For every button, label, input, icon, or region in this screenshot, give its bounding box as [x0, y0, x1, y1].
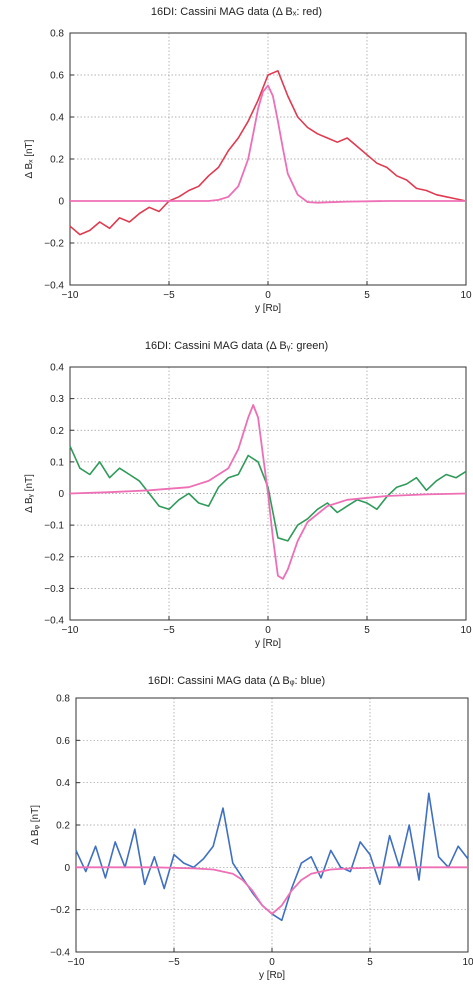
y-tick-label: 0.2	[56, 821, 70, 832]
x-tick-label: −5	[163, 625, 175, 636]
y-tick-label: 0.2	[50, 426, 64, 437]
y-tick-label: 0.4	[50, 113, 64, 124]
x-tick-label: −10	[62, 625, 79, 636]
chart-bx: 16DI: Cassini MAG data (Δ Bₓ: red) −10 −5…	[0, 0, 473, 320]
model-series-line	[69, 404, 467, 580]
y-tick-label: 0	[58, 197, 64, 208]
y-tick-label: −0.2	[50, 905, 70, 916]
x-tick-label: −10	[62, 290, 79, 301]
chart-by: 16DI: Cassini MAG data (Δ Bᵧ: green) −10…	[0, 330, 473, 660]
x-tick-label: −5	[168, 957, 180, 968]
x-tick-label: 10	[462, 957, 473, 968]
y-axis-label: Δ Bₓ [nT]	[24, 139, 35, 178]
y-tick-label: 0.8	[56, 694, 70, 705]
y-tick-label: −0.4	[44, 616, 64, 627]
y-tick-label: 0.6	[50, 71, 64, 82]
y-tick-label: 0.2	[50, 155, 64, 166]
y-tick-label: 0	[64, 863, 70, 874]
y-tick-label: −0.1	[44, 521, 64, 532]
chart-bz-plot: −10 −5 0 5 10 −0.4 −0.2 0 0.2 0.4 0.6 0.8 y [Rᴅ] Δ Bᵩ…	[30, 694, 473, 982]
x-tick-label: 5	[364, 290, 370, 301]
chart-title: 16DI: Cassini MAG data (Δ Bᵩ: blue)	[147, 675, 326, 687]
y-tick-label: −0.4	[44, 281, 64, 292]
y-axis-label: Δ Bᵧ [nT]	[24, 474, 35, 513]
y-tick-label: 0.4	[50, 363, 64, 374]
y-tick-label: −0.4	[50, 948, 70, 959]
y-tick-label: 0.1	[50, 457, 64, 468]
x-axis-label: y [Rᴅ]	[255, 303, 281, 314]
chart-by-plot: −10 −5 0 5 10 −0.4 −0.3 −0.2 −0.1 0 0.1 0.2 0.3 0.4 y …	[24, 363, 472, 650]
x-tick-label: −5	[163, 290, 175, 301]
y-tick-label: 0.4	[56, 778, 70, 789]
x-axis-label: y [Rᴅ]	[259, 970, 285, 981]
chart-title: 16DI: Cassini MAG data (Δ Bᵧ: green)	[144, 340, 329, 352]
y-tick-label: −0.2	[44, 239, 64, 250]
x-tick-label: 10	[460, 625, 472, 636]
x-tick-label: 10	[460, 290, 472, 301]
model-series-line	[76, 866, 468, 915]
y-tick-label: −0.2	[44, 552, 64, 563]
y-axis-label: Δ Bᵩ [nT]	[30, 805, 41, 845]
chart-title: 16DI: Cassini MAG data (Δ Bₓ: red)	[150, 6, 323, 18]
chart-bx-plot: −10 −5 0 5 10 −0.4 −0.2 0 0.2 0.4 0.6 0.8 y [Rᴅ] Δ Bₓ…	[24, 29, 472, 315]
data-series-line	[69, 70, 467, 236]
x-tick-label: 0	[269, 957, 275, 968]
x-tick-label: 0	[265, 290, 271, 301]
y-tick-label: 0.6	[56, 736, 70, 747]
x-axis-label: y [Rᴅ]	[255, 638, 281, 649]
y-tick-label: 0	[58, 489, 64, 500]
model-series-line	[70, 84, 466, 204]
y-tick-label: 0.8	[50, 29, 64, 40]
chart-bz: 16DI: Cassini MAG data (Δ Bᵩ: blue) −10−…	[0, 665, 473, 987]
y-tick-label: −0.3	[44, 584, 64, 595]
x-tick-label: 5	[364, 625, 370, 636]
x-tick-label: 0	[265, 625, 271, 636]
y-tick-label: 0.3	[50, 394, 64, 405]
x-tick-label: −10	[68, 957, 85, 968]
x-tick-label: 5	[367, 957, 373, 968]
